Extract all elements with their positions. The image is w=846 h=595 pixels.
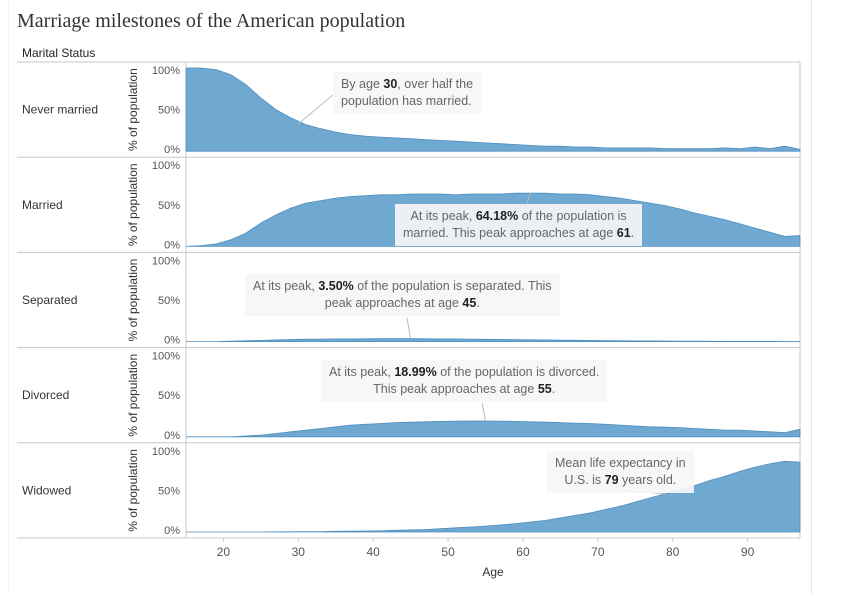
- x-tick-label: 80: [666, 545, 680, 559]
- y-tick-label: 0%: [164, 239, 180, 251]
- x-axis-title: Age: [482, 565, 504, 579]
- annotation-separated: At its peak, 3.50% of the population is …: [245, 274, 560, 316]
- annotation-leader-line: [297, 94, 334, 125]
- area-series-divorced: [186, 420, 801, 438]
- x-tick-label: 50: [441, 545, 455, 559]
- annotation-never-married: By age 30, over half the population has …: [333, 72, 482, 114]
- row-label-never-married: Never married: [22, 103, 98, 117]
- area-series-widowed: [186, 460, 801, 533]
- annotation-leader-line: [526, 192, 531, 205]
- y-axis-title: % of population: [126, 354, 140, 437]
- annotation-text: At its peak,: [253, 279, 319, 293]
- area-series-never-married: [185, 67, 801, 152]
- y-tick-label: 100%: [152, 351, 180, 363]
- annotation-text: peak approaches at age: [324, 296, 463, 310]
- y-tick-label: 50%: [158, 105, 180, 117]
- annotation-widowed: Mean life expectancy in U.S. is 79 years…: [547, 451, 694, 493]
- row-label-widowed: Widowed: [22, 483, 71, 497]
- x-tick-label: 40: [367, 545, 381, 559]
- marital-status-header: Marital Status: [22, 46, 96, 60]
- annotation-bold: 79: [604, 473, 619, 487]
- y-tick-label: 0%: [164, 335, 180, 347]
- annotation-text: of the population is divorced.: [436, 365, 600, 379]
- annotation-text: By age: [341, 77, 384, 91]
- annotation-bold: 3.50%: [318, 279, 354, 293]
- x-tick-label: 30: [292, 545, 306, 559]
- annotation-text: of the population is: [518, 209, 627, 223]
- annotation-text: This peak approaches at age: [373, 382, 538, 396]
- x-tick-label: 70: [591, 545, 605, 559]
- annotation-bold: 61: [616, 226, 631, 240]
- annotation-text: .: [551, 382, 556, 396]
- area-series-separated: [186, 338, 801, 342]
- annotation-text: Mean life expectancy in: [555, 456, 686, 470]
- annotation-text: At its peak,: [329, 365, 395, 379]
- annotation-bold: 64.18%: [475, 209, 519, 223]
- annotation-text: married. This peak approaches at age: [403, 226, 617, 240]
- x-tick-label: 90: [741, 545, 755, 559]
- annotation-leader-line: [481, 402, 487, 422]
- annotation-bold: 55: [537, 382, 552, 396]
- annotation-bold: 30: [383, 77, 398, 91]
- y-axis-title: % of population: [126, 163, 140, 246]
- x-tick-label: 20: [217, 545, 231, 559]
- y-tick-label: 50%: [158, 295, 180, 307]
- annotation-text: At its peak,: [410, 209, 476, 223]
- annotation-text: .: [630, 226, 635, 240]
- y-tick-label: 50%: [158, 390, 180, 402]
- y-axis-title: % of population: [126, 449, 140, 532]
- annotation-text: .: [476, 296, 480, 310]
- y-axis-title: % of population: [126, 68, 140, 151]
- row-label-divorced: Divorced: [22, 388, 69, 402]
- annotation-text: , over half the: [397, 77, 474, 91]
- y-tick-label: 50%: [158, 485, 180, 497]
- annotation-bold: 18.99%: [394, 365, 437, 379]
- row-label-married: Married: [22, 198, 63, 212]
- y-tick-label: 0%: [164, 430, 180, 442]
- y-tick-label: 0%: [164, 144, 180, 156]
- y-tick-label: 50%: [158, 200, 180, 212]
- annotation-divorced: At its peak, 18.99% of the population is…: [321, 360, 608, 402]
- annotation-married: At its peak, 64.18% of the population is…: [395, 204, 643, 246]
- annotation-text: years old.: [618, 473, 677, 487]
- annotation-text: population has married.: [341, 94, 472, 108]
- annotation-text: of the population is separated. This: [353, 279, 552, 293]
- dashboard-frame: [8, 0, 812, 594]
- annotation-leader-line: [406, 317, 412, 339]
- y-tick-label: 100%: [152, 160, 180, 172]
- row-label-separated: Separated: [22, 293, 77, 307]
- annotation-bold: 45: [462, 296, 477, 310]
- y-tick-label: 100%: [152, 255, 180, 267]
- x-tick-label: 60: [516, 545, 530, 559]
- chart-title: Marriage milestones of the American popu…: [17, 10, 406, 32]
- y-tick-label: 100%: [152, 446, 180, 458]
- y-tick-label: 0%: [164, 525, 180, 537]
- y-tick-label: 100%: [152, 65, 180, 77]
- annotation-text: U.S. is: [564, 473, 605, 487]
- y-axis-title: % of population: [126, 259, 140, 342]
